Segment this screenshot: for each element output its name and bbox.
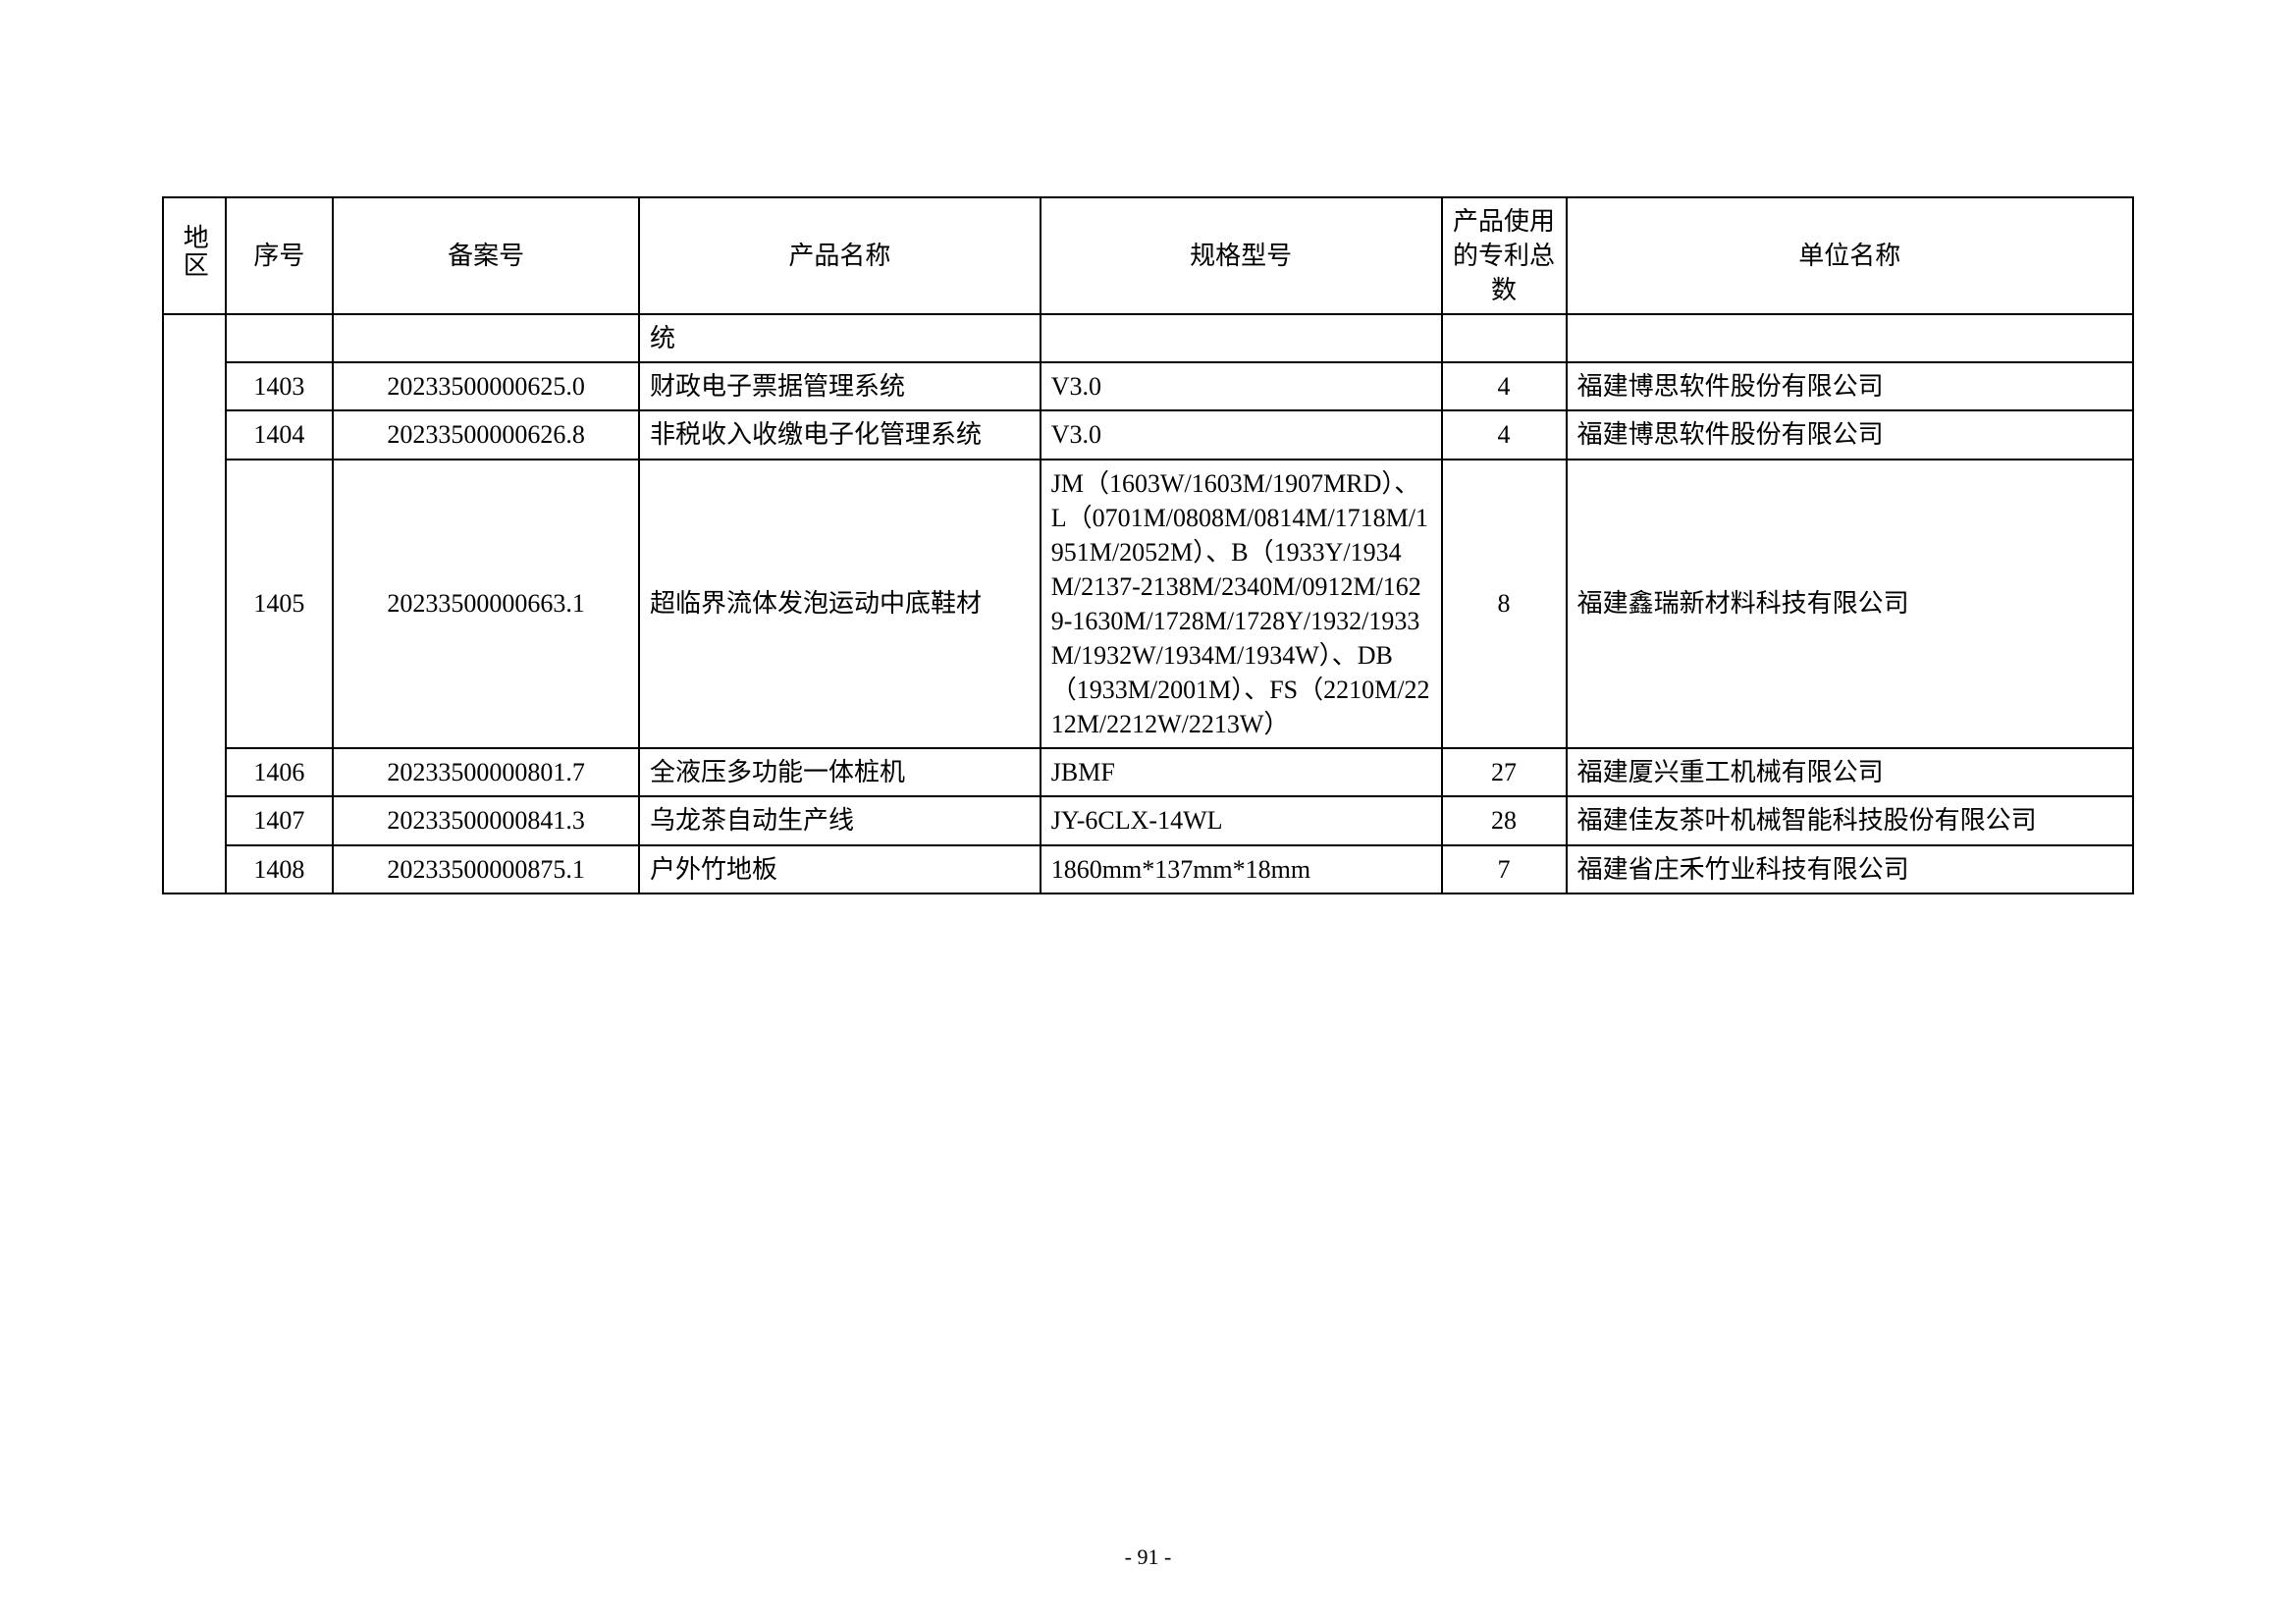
- cell-seq: 1403: [226, 362, 334, 410]
- cell-spec-model: JBMF: [1041, 748, 1442, 796]
- cell-company: [1567, 314, 2133, 362]
- cell-seq: 1406: [226, 748, 334, 796]
- cell-patent-count: 7: [1442, 845, 1567, 893]
- cell-record-no: 20233500000801.7: [333, 748, 639, 796]
- table-row: 1404 20233500000626.8 非税收入收缴电子化管理系统 V3.0…: [163, 410, 2133, 459]
- cell-record-no: 20233500000663.1: [333, 460, 639, 749]
- cell-patent-count: 28: [1442, 796, 1567, 844]
- cell-product-name: 全液压多功能一体桩机: [639, 748, 1041, 796]
- cell-product-name: 财政电子票据管理系统: [639, 362, 1041, 410]
- table-row: 1408 20233500000875.1 户外竹地板 1860mm*137mm…: [163, 845, 2133, 893]
- page-number: - 91 -: [0, 1544, 2296, 1570]
- table-row: 1406 20233500000801.7 全液压多功能一体桩机 JBMF 27…: [163, 748, 2133, 796]
- cell-company: 福建佳友茶叶机械智能科技股份有限公司: [1567, 796, 2133, 844]
- cell-product-name: 超临界流体发泡运动中底鞋材: [639, 460, 1041, 749]
- header-record-no: 备案号: [333, 197, 639, 314]
- header-seq: 序号: [226, 197, 334, 314]
- cell-company: 福建博思软件股份有限公司: [1567, 410, 2133, 459]
- header-product-name: 产品名称: [639, 197, 1041, 314]
- cell-company: 福建省庄禾竹业科技有限公司: [1567, 845, 2133, 893]
- cell-record-no: [333, 314, 639, 362]
- cell-record-no: 20233500000875.1: [333, 845, 639, 893]
- header-spec-model: 规格型号: [1041, 197, 1442, 314]
- cell-spec-model: JM（1603W/1603M/1907MRD）、L（0701M/0808M/08…: [1041, 460, 1442, 749]
- cell-seq: [226, 314, 334, 362]
- cell-spec-model: V3.0: [1041, 410, 1442, 459]
- table-body: 统 1403 20233500000625.0 财政电子票据管理系统 V3.0 …: [163, 314, 2133, 893]
- cell-patent-count: 8: [1442, 460, 1567, 749]
- header-patent-count: 产品使用的专利总数: [1442, 197, 1567, 314]
- cell-product-name: 户外竹地板: [639, 845, 1041, 893]
- table-header-row: 地区 序号 备案号 产品名称 规格型号 产品使用的专利总数 单位名称: [163, 197, 2133, 314]
- cell-seq: 1407: [226, 796, 334, 844]
- cell-region: [163, 314, 226, 893]
- table-row: 1403 20233500000625.0 财政电子票据管理系统 V3.0 4 …: [163, 362, 2133, 410]
- data-table: 地区 序号 备案号 产品名称 规格型号 产品使用的专利总数 单位名称 统 140…: [162, 196, 2134, 894]
- table-row: 1407 20233500000841.3 乌龙茶自动生产线 JY-6CLX-1…: [163, 796, 2133, 844]
- cell-product-name: 乌龙茶自动生产线: [639, 796, 1041, 844]
- cell-spec-model: JY-6CLX-14WL: [1041, 796, 1442, 844]
- cell-patent-count: 4: [1442, 410, 1567, 459]
- cell-seq: 1405: [226, 460, 334, 749]
- cell-patent-count: 27: [1442, 748, 1567, 796]
- cell-product-name: 统: [639, 314, 1041, 362]
- cell-company: 福建鑫瑞新材料科技有限公司: [1567, 460, 2133, 749]
- cell-spec-model: 1860mm*137mm*18mm: [1041, 845, 1442, 893]
- cell-patent-count: [1442, 314, 1567, 362]
- cell-product-name: 非税收入收缴电子化管理系统: [639, 410, 1041, 459]
- cell-seq: 1408: [226, 845, 334, 893]
- cell-record-no: 20233500000841.3: [333, 796, 639, 844]
- cell-company: 福建厦兴重工机械有限公司: [1567, 748, 2133, 796]
- cell-spec-model: [1041, 314, 1442, 362]
- header-region-text: 地区: [177, 224, 211, 279]
- cell-spec-model: V3.0: [1041, 362, 1442, 410]
- header-company: 单位名称: [1567, 197, 2133, 314]
- header-region: 地区: [163, 197, 226, 314]
- cell-record-no: 20233500000626.8: [333, 410, 639, 459]
- table-continuation-row: 统: [163, 314, 2133, 362]
- cell-company: 福建博思软件股份有限公司: [1567, 362, 2133, 410]
- cell-patent-count: 4: [1442, 362, 1567, 410]
- cell-record-no: 20233500000625.0: [333, 362, 639, 410]
- table-row: 1405 20233500000663.1 超临界流体发泡运动中底鞋材 JM（1…: [163, 460, 2133, 749]
- cell-seq: 1404: [226, 410, 334, 459]
- page-container: 地区 序号 备案号 产品名称 规格型号 产品使用的专利总数 单位名称 统 140…: [0, 0, 2296, 1624]
